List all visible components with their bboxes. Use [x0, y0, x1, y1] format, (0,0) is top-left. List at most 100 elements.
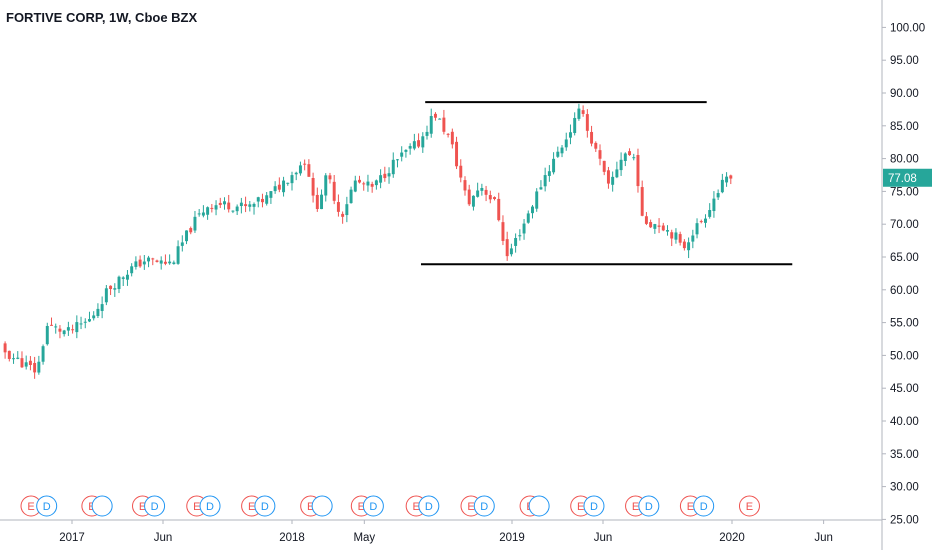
- candle-body: [531, 206, 534, 214]
- dividend-marker[interactable]: [693, 495, 715, 517]
- candle-body: [113, 288, 117, 290]
- candle-body: [193, 216, 197, 231]
- candle-body: [244, 204, 248, 207]
- candle-body: [644, 216, 648, 224]
- candle-body: [125, 274, 129, 280]
- candle-body: [134, 261, 138, 267]
- dividend-marker[interactable]: [638, 495, 660, 517]
- price-tick-label: 35.00: [890, 449, 919, 461]
- candle-body: [471, 195, 475, 207]
- candle-body: [248, 204, 252, 207]
- time-axis[interactable]: 2017 Jun 2018 May 2019 Jun 2020 Jun: [0, 519, 882, 544]
- candle-body: [353, 180, 357, 192]
- dividend-marker[interactable]: [91, 495, 113, 517]
- dividend-label: D: [261, 501, 269, 513]
- candle-body: [269, 191, 273, 198]
- earnings-marker[interactable]: [738, 495, 760, 517]
- candle-body: [720, 179, 724, 193]
- price-tick-label: 40.00: [890, 416, 919, 428]
- price-axis[interactable]: 100.00 95.00 90.00 85.00 80.00 75.00 70.00 65.0…: [881, 0, 925, 550]
- candle-body: [45, 325, 49, 345]
- dividend-marker[interactable]: [36, 495, 58, 517]
- candle-body: [699, 221, 703, 223]
- candle-body: [311, 178, 315, 196]
- dividend-marker[interactable]: [311, 495, 333, 517]
- candle-body: [628, 151, 632, 156]
- candle-body: [210, 207, 214, 209]
- candle-body: [379, 175, 383, 183]
- candle-body: [653, 224, 657, 229]
- candle-body: [290, 175, 294, 184]
- time-tick-label: Jun: [594, 532, 613, 544]
- candle-body: [535, 191, 539, 209]
- earnings-label: E: [746, 501, 753, 513]
- candle-body: [62, 330, 66, 335]
- candle-body: [564, 139, 568, 148]
- candle-body: [476, 190, 480, 197]
- earnings-label: E: [307, 501, 314, 513]
- candle-body: [716, 193, 720, 198]
- candle-body: [307, 164, 311, 177]
- price-tick-label: 50.00: [890, 350, 919, 362]
- earnings-label: E: [412, 501, 419, 513]
- last-price-tag: 77.08: [883, 168, 932, 187]
- candle-body: [666, 230, 669, 232]
- dividend-label: D: [590, 501, 598, 513]
- earnings-label: E: [27, 501, 34, 513]
- candle-body: [50, 324, 53, 326]
- candle-body: [725, 176, 729, 183]
- dividend-marker[interactable]: [473, 495, 495, 517]
- candle-body: [585, 114, 589, 131]
- candle-body: [509, 248, 513, 255]
- dividend-marker[interactable]: [254, 495, 276, 517]
- candle-body: [467, 189, 471, 205]
- candle-body: [370, 183, 374, 187]
- candle-body: [391, 159, 395, 175]
- candle-body: [682, 241, 686, 249]
- dividend-marker[interactable]: [144, 495, 166, 517]
- candle-body: [568, 132, 572, 138]
- range-lines[interactable]: [420, 101, 793, 266]
- candle-body: [417, 140, 421, 147]
- candle-body: [282, 180, 286, 193]
- price-tick-label: 65.00: [890, 252, 919, 264]
- candle-body: [341, 213, 345, 217]
- candle-body: [484, 189, 488, 195]
- candle-body: [328, 175, 332, 180]
- price-tick-label: 95.00: [890, 55, 919, 67]
- dividend-marker[interactable]: [362, 495, 384, 517]
- candle-body: [493, 197, 496, 200]
- candle-body: [303, 163, 307, 165]
- candle-body: [54, 326, 58, 328]
- candle-body: [159, 260, 163, 264]
- chart-title: FORTIVE CORP, 1W, Cboe BZX: [6, 10, 198, 25]
- candle-body: [227, 202, 231, 210]
- candle-body: [130, 266, 134, 274]
- dividend-marker[interactable]: [199, 495, 221, 517]
- candle-body: [497, 198, 501, 221]
- candle-body: [12, 358, 16, 360]
- candle-body: [206, 207, 210, 215]
- candle-body: [687, 242, 691, 251]
- candle-body: [265, 195, 269, 204]
- candle-body: [678, 234, 682, 243]
- candle-body: [577, 108, 581, 119]
- candle-body: [712, 198, 716, 212]
- dividend-marker[interactable]: [418, 495, 440, 517]
- candle-body: [729, 175, 733, 179]
- candle-body: [294, 172, 298, 175]
- candle-body: [33, 362, 37, 373]
- dividend-marker[interactable]: [583, 495, 605, 517]
- dividend-label: D: [425, 501, 433, 513]
- candle-body: [37, 361, 41, 373]
- dividend-marker[interactable]: [528, 495, 550, 517]
- candle-body: [514, 238, 518, 246]
- candles: [3, 103, 733, 379]
- candle-body: [708, 210, 712, 217]
- candle-body: [180, 242, 184, 246]
- candle-body: [75, 322, 79, 333]
- candle-body: [547, 171, 551, 176]
- candle-body: [636, 155, 640, 187]
- candle-body: [104, 288, 108, 303]
